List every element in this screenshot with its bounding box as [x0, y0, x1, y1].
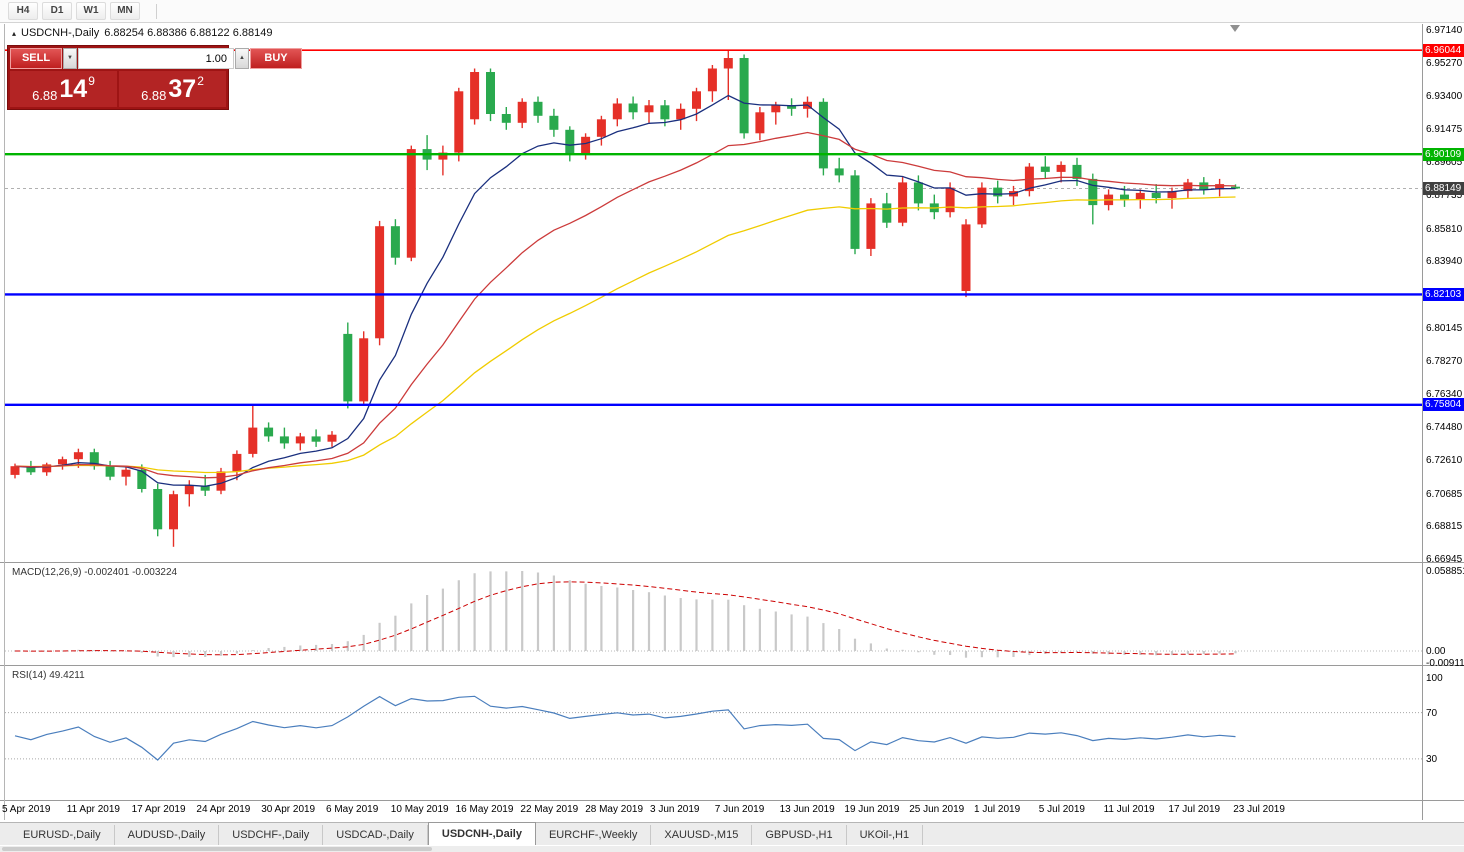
date-axis-label: 11 Jul 2019	[1103, 804, 1155, 815]
axis-tick-label: 0.058851	[1426, 566, 1464, 577]
timeframe-button-mn[interactable]: MN	[110, 2, 140, 20]
date-axis-label: 10 May 2019	[390, 804, 449, 815]
chart-ohlc-values: 6.88254 6.88386 6.88122 6.88149	[104, 27, 273, 39]
scrollbar-thumb[interactable]	[2, 847, 432, 851]
axis-tick-label: 6.70685	[1426, 488, 1463, 500]
date-axis-label: 5 Apr 2019	[2, 804, 51, 815]
chart-tab-gbpusd-h1[interactable]: GBPUSD-,H1	[752, 825, 847, 845]
axis-tick-label: 6.72610	[1426, 454, 1463, 466]
macd-panel-canvas[interactable]	[5, 563, 1422, 665]
panel-separator	[0, 562, 1464, 563]
date-axis-label: 6 May 2019	[326, 804, 379, 815]
panel-separator	[0, 665, 1464, 666]
price-axis-border	[1422, 24, 1423, 820]
chart-tab-xauusd-m15[interactable]: XAUUSD-,M15	[651, 825, 753, 845]
date-axis-label: 1 Jul 2019	[974, 804, 1021, 815]
bid-price-pip: 9	[88, 74, 95, 88]
price-line-label: 6.96044	[1423, 43, 1464, 57]
date-axis-label: 17 Jul 2019	[1168, 804, 1221, 815]
chart-tab-audusd-daily[interactable]: AUDUSD-,Daily	[115, 825, 220, 845]
chart-symbol-period: USDCNH-,Daily	[21, 27, 100, 39]
chart-tab-eurusd-daily[interactable]: EURUSD-,Daily	[10, 825, 115, 845]
date-axis-label: 13 Jun 2019	[779, 804, 835, 815]
buy-button[interactable]: BUY	[250, 48, 302, 69]
bid-price-prefix: 6.88	[32, 88, 58, 103]
axis-tick-label: 6.68815	[1426, 521, 1463, 533]
volume-decrease-button[interactable]: ▼	[63, 48, 77, 69]
date-axis-label: 22 May 2019	[520, 804, 579, 815]
macd-label: MACD(12,26,9) -0.002401 -0.003224	[12, 567, 178, 578]
date-axis-label: 23 Jul 2019	[1233, 804, 1285, 815]
axis-tick-label: 6.95270	[1426, 57, 1463, 69]
date-axis-label: 16 May 2019	[455, 804, 514, 815]
volume-increase-button[interactable]: ▲	[235, 48, 249, 69]
price-line-label: 6.90109	[1423, 147, 1464, 161]
axis-tick-label: 6.97140	[1426, 25, 1463, 36]
axis-tick-label: 70	[1426, 707, 1438, 719]
date-axis-label: 11 Apr 2019	[66, 804, 120, 815]
chart-tab-usdcnh-daily[interactable]: USDCNH-,Daily	[427, 822, 536, 845]
order-prices-row: 6.88 14 9 6.88 37 2	[10, 71, 226, 107]
date-axis-label: 7 Jun 2019	[714, 804, 765, 815]
ask-price-prefix: 6.88	[141, 88, 167, 103]
toolbar-separator	[156, 3, 157, 19]
date-axis-label: 28 May 2019	[585, 804, 644, 815]
date-axis-label: 30 Apr 2019	[261, 804, 316, 815]
axis-tick-label: 6.89605	[1426, 157, 1463, 168]
ask-price-pip: 2	[197, 74, 204, 88]
main-chart-canvas[interactable]	[5, 24, 1422, 562]
ask-price-big: 37	[168, 74, 197, 103]
axis-tick-label: 100	[1426, 673, 1443, 684]
axis-tick-label: 6.80145	[1426, 322, 1463, 334]
rsi-panel-canvas[interactable]	[5, 666, 1422, 800]
price-line-label: 6.75804	[1423, 398, 1464, 412]
date-axis-label: 24 Apr 2019	[196, 804, 251, 815]
date-axis-label: 3 Jun 2019	[650, 804, 700, 815]
axis-tick-label: 0.00	[1426, 646, 1446, 657]
panel-separator	[0, 800, 1464, 801]
one-click-trading-panel: SELL ▼ ▲ BUY 6.88 14 9 6.88 37 2	[7, 45, 302, 110]
current-bid-label: 6.88149	[1423, 182, 1464, 195]
ask-price-display[interactable]: 6.88 37 2	[119, 71, 226, 107]
horizontal-scrollbar[interactable]	[0, 846, 1464, 852]
axis-tick-label: 6.93400	[1426, 90, 1463, 102]
timeframe-toolbar: H4 D1 W1 MN	[0, 0, 1464, 23]
chart-marker-icon: ▴	[12, 28, 17, 38]
axis-tick-label: -0.009116	[1426, 658, 1464, 670]
axis-tick-label: 6.74480	[1426, 422, 1463, 433]
date-axis-label: 19 Jun 2019	[844, 804, 900, 815]
order-controls-row: SELL ▼ ▲ BUY	[10, 48, 302, 69]
axis-tick-label: 6.76340	[1426, 389, 1463, 401]
chart-tabs-bar: EURUSD-,Daily AUDUSD-,Daily USDCHF-,Daily U…	[0, 822, 1464, 845]
chart-tab-usdcad-daily[interactable]: USDCAD-,Daily	[323, 825, 428, 845]
chart-title: ▴ USDCNH-,Daily 6.88254 6.88386 6.88122 …	[12, 27, 272, 39]
timeframe-button-d1[interactable]: D1	[42, 2, 72, 20]
bid-price-big: 14	[59, 74, 88, 103]
timeframe-buttons: H4 D1 W1 MN	[8, 2, 144, 20]
date-axis-label: 17 Apr 2019	[131, 804, 186, 815]
chart-tab-usdchf-daily[interactable]: USDCHF-,Daily	[219, 825, 324, 845]
bid-price-display[interactable]: 6.88 14 9	[10, 71, 117, 107]
price-line-label: 6.82103	[1423, 287, 1464, 301]
timeframe-button-h4[interactable]: H4	[8, 2, 38, 20]
axis-tick-label: 30	[1426, 753, 1438, 765]
axis-tick-label: 6.85810	[1426, 223, 1463, 235]
axis-tick-label: 6.83940	[1426, 256, 1463, 268]
axis-tick-label: 6.91475	[1426, 124, 1463, 136]
date-axis-label: 25 Jun 2019	[909, 804, 965, 815]
sell-button[interactable]: SELL	[10, 48, 62, 69]
volume-input[interactable]	[78, 48, 234, 69]
chart-tab-eurchf-weekly[interactable]: EURCHF-,Weekly	[536, 825, 652, 845]
axis-tick-label: 6.78270	[1426, 355, 1463, 367]
chart-tab-ukoil-h1[interactable]: UKOil-,H1	[847, 825, 924, 845]
timeframe-button-w1[interactable]: W1	[76, 2, 106, 20]
axis-tick-label: 6.87735	[1426, 189, 1463, 201]
date-axis-label: 5 Jul 2019	[1038, 804, 1085, 815]
chart-left-border	[4, 24, 5, 820]
rsi-label: RSI(14) 49.4211	[12, 670, 85, 681]
axis-tick-label: 6.66945	[1426, 554, 1463, 565]
